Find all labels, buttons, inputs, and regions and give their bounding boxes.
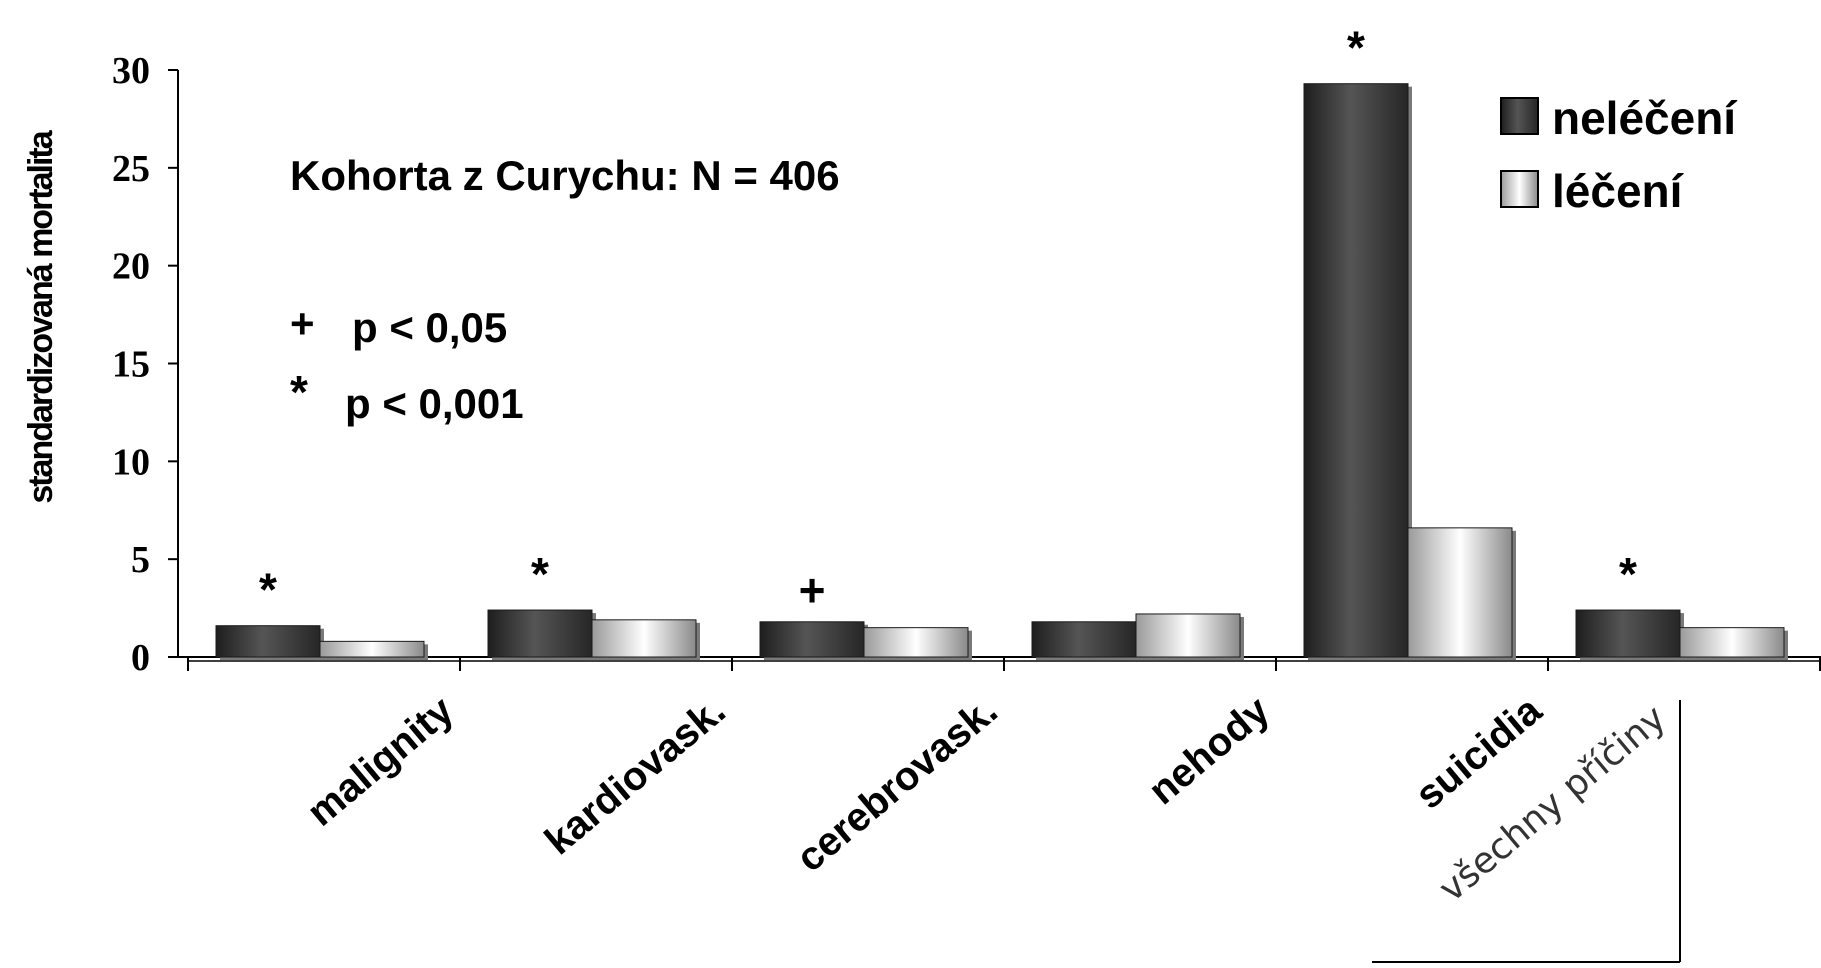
significance-mark: * xyxy=(1619,548,1637,600)
bar xyxy=(215,625,321,658)
y-tick-label: 10 xyxy=(112,441,150,483)
bars xyxy=(215,83,1788,661)
significance-mark: + xyxy=(799,564,826,616)
significance-mark: * xyxy=(531,548,549,600)
y-axis-label: standardizovaná mortalita xyxy=(22,129,60,503)
x-axis xyxy=(178,656,1821,671)
category-label: malignity xyxy=(299,688,462,835)
significance-mark: * xyxy=(1347,22,1365,74)
bar xyxy=(1679,627,1785,658)
category-labels: malignity kardiovask. cerebrovask. nehody su… xyxy=(299,688,1681,963)
category-label: kardiovask. xyxy=(537,688,734,863)
bar xyxy=(1407,527,1513,658)
y-axis: 0 5 10 15 20 25 30 xyxy=(112,50,179,679)
bar xyxy=(319,640,425,658)
legend-star-text: p < 0,001 xyxy=(345,380,524,427)
bar xyxy=(759,621,865,658)
legend-swatch-untreated xyxy=(1500,97,1539,135)
category-label: cerebrovask. xyxy=(788,688,1005,880)
legend-label-untreated: neléčení xyxy=(1552,92,1738,144)
bar xyxy=(1135,613,1241,658)
y-tick-label: 15 xyxy=(112,344,150,386)
bar xyxy=(591,619,697,658)
legend: neléčení léčení xyxy=(1500,92,1738,217)
significance-mark: * xyxy=(259,564,277,616)
y-tick-label: 30 xyxy=(112,50,150,92)
category-label: všechny příčiny xyxy=(1431,697,1673,910)
category-label: nehody xyxy=(1141,688,1279,814)
legend-swatch-treated xyxy=(1500,170,1539,208)
bar xyxy=(863,627,969,658)
legend-label-treated: léčení xyxy=(1552,165,1685,217)
bar xyxy=(1575,609,1681,658)
bar xyxy=(487,609,593,658)
y-tick-label: 5 xyxy=(131,539,150,581)
cohort-annotation: Kohorta z Curychu: N = 406 xyxy=(290,152,840,199)
y-tick-label: 20 xyxy=(112,246,150,288)
bar xyxy=(1031,621,1137,658)
bar xyxy=(1303,83,1409,658)
legend-plus-text: p < 0,05 xyxy=(352,304,507,351)
legend-star-symbol: * xyxy=(290,366,308,418)
significance-marks: * * + * * xyxy=(259,22,1637,616)
legend-plus-symbol: + xyxy=(290,300,315,347)
y-tick-label: 25 xyxy=(112,148,150,190)
y-tick-label: 0 xyxy=(131,637,150,679)
